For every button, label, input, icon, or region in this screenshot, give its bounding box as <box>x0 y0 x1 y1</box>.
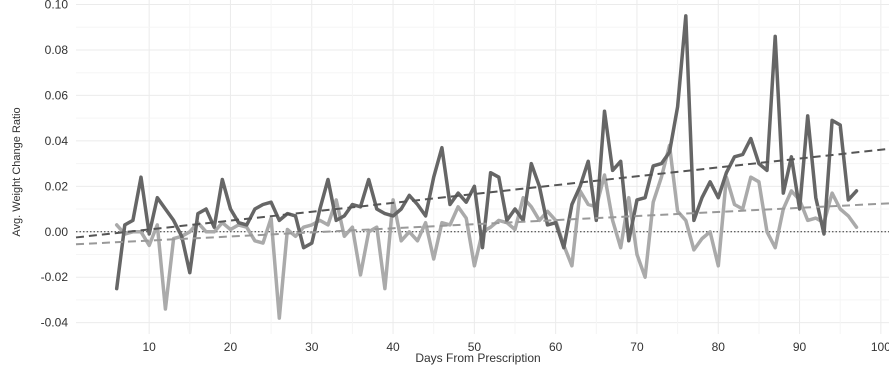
series-line-1 <box>114 14 859 291</box>
x-tick-label: 90 <box>793 340 807 354</box>
trend-line-2 <box>75 202 889 246</box>
y-tick-label: 0.06 <box>45 88 69 102</box>
y-tick-label: -0.02 <box>41 270 69 284</box>
x-tick-label: 80 <box>712 340 726 354</box>
y-tick-label: 0.00 <box>45 225 69 239</box>
x-tick-label: 20 <box>224 340 238 354</box>
grid <box>76 0 889 334</box>
series-lines <box>114 14 859 320</box>
x-tick-label: 100 <box>871 340 889 354</box>
plot-background <box>76 0 889 334</box>
x-tick-label: 10 <box>142 340 156 354</box>
trend-line-1 <box>75 147 889 239</box>
axes: 10 20 30 40 50 60 70 80 90 100 -0.04 -0.02 0.00 0.02 0… <box>41 0 889 354</box>
y-axis-title: Avg. Weight Change Ratio <box>11 107 23 236</box>
x-axis-title: Days From Prescription <box>415 351 540 365</box>
trend-lines <box>75 147 889 246</box>
x-tick-label: 50 <box>468 340 482 354</box>
y-tick-label: -0.04 <box>41 316 69 330</box>
y-tick-label: 0.02 <box>45 179 69 193</box>
y-tick-label: 0.08 <box>45 43 69 57</box>
x-tick-label: 60 <box>549 340 563 354</box>
x-tick-label: 40 <box>386 340 400 354</box>
y-tick-label: 0.04 <box>45 134 69 148</box>
x-tick-label: 30 <box>305 340 319 354</box>
y-tick-label: 0.10 <box>45 0 69 12</box>
x-tick-label: 70 <box>630 340 644 354</box>
series-line-2 <box>114 143 859 320</box>
